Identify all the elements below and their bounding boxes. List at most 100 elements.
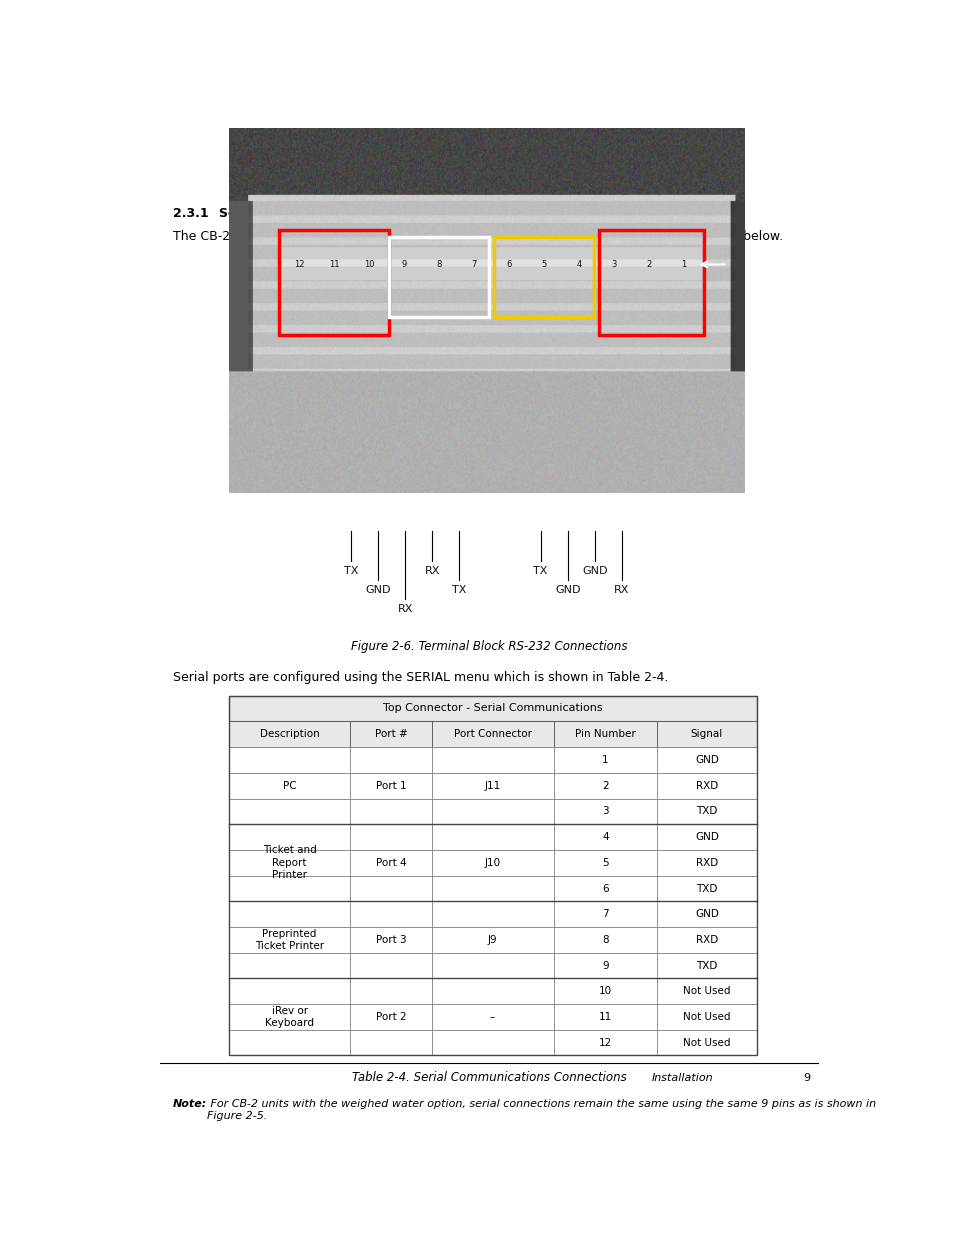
Text: Note:: Note: bbox=[173, 1099, 207, 1109]
Text: 3: 3 bbox=[601, 806, 608, 816]
Bar bbox=[229, 721, 350, 747]
Bar bbox=[553, 927, 657, 952]
Text: GND: GND bbox=[695, 832, 719, 842]
Text: 11: 11 bbox=[329, 259, 339, 269]
Bar bbox=[432, 850, 553, 876]
Text: 10: 10 bbox=[598, 987, 611, 997]
Bar bbox=[432, 927, 553, 952]
Bar bbox=[657, 902, 756, 927]
Bar bbox=[389, 237, 489, 317]
Text: 5: 5 bbox=[541, 259, 546, 269]
Bar bbox=[657, 799, 756, 824]
Bar bbox=[229, 1030, 350, 1056]
Bar bbox=[598, 230, 703, 336]
Bar bbox=[494, 237, 594, 317]
Bar bbox=[229, 697, 756, 721]
Text: GND: GND bbox=[695, 909, 719, 919]
Text: J9: J9 bbox=[487, 935, 497, 945]
Bar bbox=[553, 876, 657, 902]
Bar bbox=[229, 978, 350, 1004]
Bar bbox=[350, 824, 432, 850]
Bar bbox=[657, 927, 756, 952]
Text: 8: 8 bbox=[601, 935, 608, 945]
Bar bbox=[432, 1004, 553, 1030]
Bar bbox=[229, 876, 350, 902]
Text: 1: 1 bbox=[680, 259, 686, 269]
Text: Installation: Installation bbox=[651, 1072, 713, 1083]
Bar bbox=[432, 721, 553, 747]
Text: 3: 3 bbox=[611, 259, 617, 269]
Text: Serial Communications: Serial Communications bbox=[219, 207, 379, 220]
Text: TX: TX bbox=[343, 566, 357, 576]
Bar bbox=[350, 1004, 432, 1030]
Text: For CB-2 units with the weighed water option, serial connections remain the same: For CB-2 units with the weighed water op… bbox=[207, 1099, 876, 1120]
Text: TX: TX bbox=[533, 566, 547, 576]
Bar bbox=[350, 747, 432, 773]
Text: 10: 10 bbox=[364, 259, 375, 269]
Bar bbox=[553, 1004, 657, 1030]
Bar bbox=[657, 978, 756, 1004]
Text: Description: Description bbox=[259, 729, 319, 739]
Text: Port 4: Port 4 bbox=[375, 858, 406, 868]
Text: Port 3: Port 3 bbox=[375, 935, 406, 945]
Text: Not Used: Not Used bbox=[682, 1011, 730, 1021]
Text: Pin Number: Pin Number bbox=[575, 729, 635, 739]
Bar bbox=[279, 230, 389, 336]
Text: PC: PC bbox=[282, 781, 296, 790]
Bar bbox=[553, 824, 657, 850]
Text: TXD: TXD bbox=[696, 806, 717, 816]
Bar bbox=[553, 1030, 657, 1056]
Text: RXD: RXD bbox=[695, 781, 718, 790]
Text: Top Connector - Serial Communications: Top Connector - Serial Communications bbox=[382, 703, 601, 714]
Bar bbox=[553, 952, 657, 978]
Text: –: – bbox=[490, 1011, 495, 1021]
Text: 1: 1 bbox=[601, 755, 608, 766]
Text: 12: 12 bbox=[598, 1037, 612, 1047]
Text: 7: 7 bbox=[601, 909, 608, 919]
Text: Preprinted
Ticket Printer: Preprinted Ticket Printer bbox=[254, 929, 324, 951]
Bar bbox=[229, 773, 350, 799]
Bar bbox=[657, 824, 756, 850]
Text: TX: TX bbox=[452, 584, 466, 595]
Bar bbox=[350, 1030, 432, 1056]
Bar bbox=[229, 824, 350, 850]
Text: Signal: Signal bbox=[690, 729, 722, 739]
Bar bbox=[432, 1030, 553, 1056]
Bar bbox=[657, 773, 756, 799]
Bar bbox=[229, 799, 350, 824]
Bar bbox=[432, 952, 553, 978]
Text: J11: J11 bbox=[484, 781, 500, 790]
Bar bbox=[553, 773, 657, 799]
Text: Serial ports are configured using the SERIAL menu which is shown in Table 2-4.: Serial ports are configured using the SE… bbox=[173, 672, 668, 684]
Bar bbox=[229, 697, 756, 1056]
Bar bbox=[350, 927, 432, 952]
Bar bbox=[229, 747, 350, 773]
Bar bbox=[350, 978, 432, 1004]
Text: 11: 11 bbox=[598, 1011, 612, 1021]
Text: 6: 6 bbox=[601, 883, 608, 893]
Text: TXD: TXD bbox=[696, 961, 717, 971]
Bar bbox=[350, 773, 432, 799]
Bar bbox=[432, 902, 553, 927]
Text: 2: 2 bbox=[646, 259, 651, 269]
Bar bbox=[229, 850, 350, 876]
Bar bbox=[657, 1030, 756, 1056]
Bar bbox=[432, 824, 553, 850]
Bar bbox=[432, 978, 553, 1004]
Text: Figure 2-6. Terminal Block RS-232 Connections: Figure 2-6. Terminal Block RS-232 Connec… bbox=[351, 640, 626, 653]
Text: RX: RX bbox=[424, 566, 439, 576]
Text: 2: 2 bbox=[601, 781, 608, 790]
Bar bbox=[350, 876, 432, 902]
Text: 9: 9 bbox=[401, 259, 407, 269]
Bar bbox=[350, 850, 432, 876]
Text: Pin 1: Pin 1 bbox=[714, 345, 744, 358]
Bar bbox=[432, 773, 553, 799]
Text: Ticket and
Report
Printer: Ticket and Report Printer bbox=[262, 846, 316, 881]
Text: 2.3.1: 2.3.1 bbox=[173, 207, 209, 220]
Text: RXD: RXD bbox=[695, 935, 718, 945]
Text: 7: 7 bbox=[471, 259, 476, 269]
Text: Port #: Port # bbox=[375, 729, 407, 739]
Text: RX: RX bbox=[614, 584, 629, 595]
Bar bbox=[553, 850, 657, 876]
Bar bbox=[432, 747, 553, 773]
